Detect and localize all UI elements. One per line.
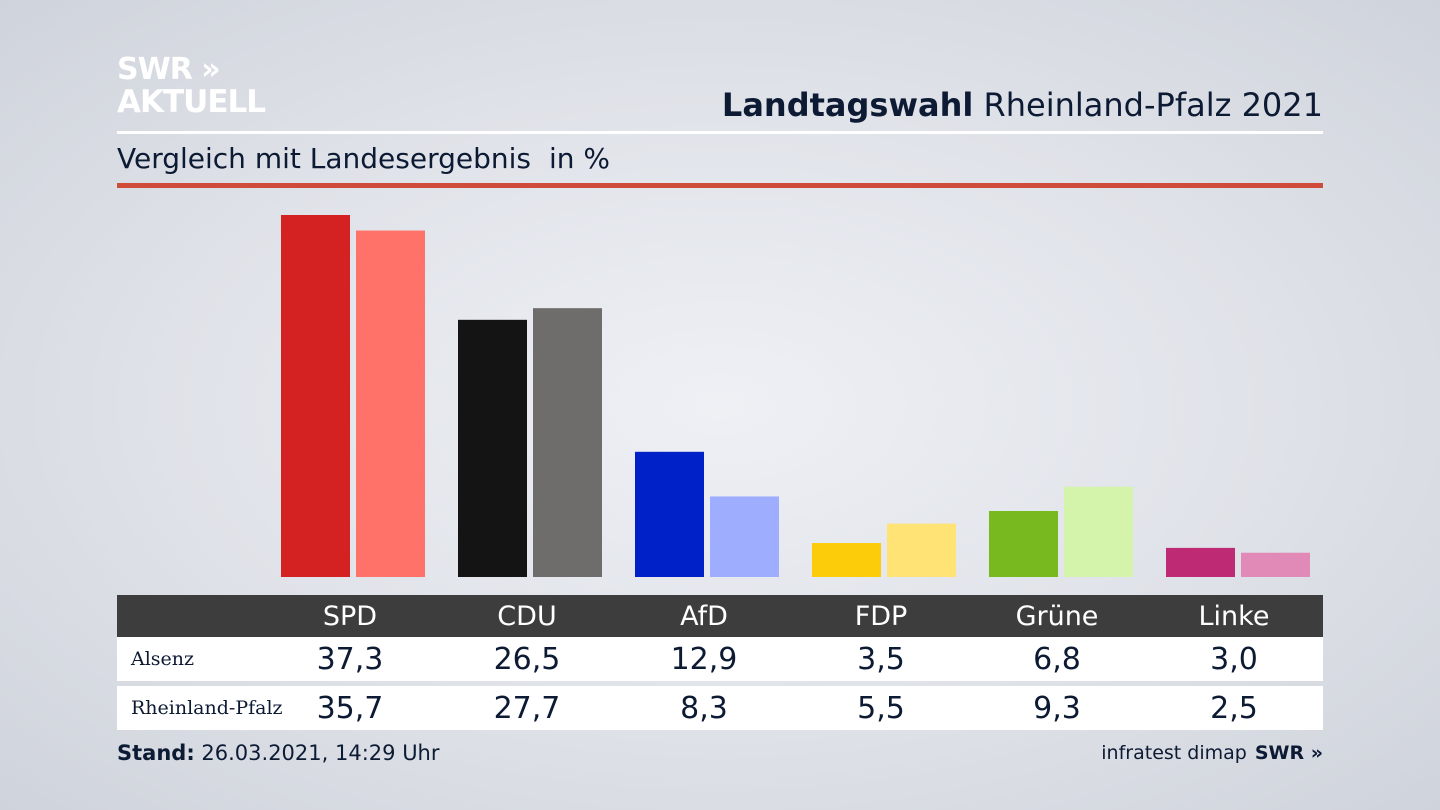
results-table: SPD CDU AfD FDP Grüne Linke Alsenz 37,3 … bbox=[117, 595, 1323, 730]
subtitle-divider bbox=[117, 183, 1323, 188]
logo-line-1: SWR » bbox=[117, 52, 221, 87]
table-cell: 12,9 bbox=[670, 641, 738, 677]
chart-title: Landtagswahl Rheinland-Pfalz 2021 bbox=[722, 86, 1323, 124]
title-divider bbox=[117, 131, 1323, 134]
bar-afd-rheinland-pfalz bbox=[710, 496, 779, 577]
header-linke: Linke bbox=[1198, 600, 1270, 632]
header-afd: AfD bbox=[680, 600, 728, 632]
table-cell: 35,7 bbox=[316, 690, 384, 726]
title-bold: Landtagswahl bbox=[721, 86, 974, 124]
row-label: Alsenz bbox=[131, 648, 195, 670]
table-header: SPD CDU AfD FDP Grüne Linke bbox=[117, 595, 1323, 637]
bar-spd-alsenz bbox=[281, 215, 350, 577]
logo-line-2: AKTUELL bbox=[117, 84, 266, 120]
header-fdp: FDP bbox=[854, 600, 908, 632]
source-text: infratest dimap bbox=[1101, 742, 1247, 764]
bar-cdu-rheinland-pfalz bbox=[533, 308, 602, 577]
table-cell: 3,0 bbox=[1210, 641, 1258, 677]
table-cell: 2,5 bbox=[1210, 690, 1258, 726]
table-cell: 26,5 bbox=[493, 641, 561, 677]
bar-cdu-alsenz bbox=[458, 319, 527, 577]
table-row-rheinland-pfalz: Rheinland-Pfalz 35,7 27,7 8,3 5,5 9,3 2,… bbox=[117, 686, 1323, 730]
source-credit: infratest dimap SWR » bbox=[1101, 742, 1323, 764]
table-cell: 8,3 bbox=[680, 690, 728, 726]
bar-fdp-rheinland-pfalz bbox=[887, 523, 956, 577]
table-cell: 3,5 bbox=[857, 641, 905, 677]
timestamp: Stand: 26.03.2021, 14:29 Uhr bbox=[117, 741, 440, 765]
header-gruene: Grüne bbox=[1015, 600, 1099, 632]
bar-fdp-alsenz bbox=[812, 543, 881, 577]
bar-spd-rheinland-pfalz bbox=[356, 230, 425, 578]
bar-gruene-alsenz bbox=[989, 511, 1058, 577]
header-spd: SPD bbox=[322, 600, 378, 632]
bar-gruene-rheinland-pfalz bbox=[1064, 486, 1133, 577]
table-cell: 5,5 bbox=[857, 690, 905, 726]
bar-linke-alsenz bbox=[1166, 547, 1235, 577]
table-cell: 6,8 bbox=[1033, 641, 1081, 677]
subtitle-text: Vergleich mit Landesergebnis bbox=[117, 142, 531, 175]
table-cell: 37,3 bbox=[316, 641, 384, 677]
unit-label: in % bbox=[548, 142, 611, 175]
stand-value: 26.03.2021, 14:29 Uhr bbox=[201, 741, 440, 765]
table-row-alsenz: Alsenz 37,3 26,5 12,9 3,5 6,8 3,0 bbox=[117, 637, 1323, 681]
table-cell: 9,3 bbox=[1033, 690, 1081, 726]
header-cdu: CDU bbox=[497, 600, 557, 632]
table-cell: 27,7 bbox=[493, 690, 561, 726]
swr-brand-logo: SWR » bbox=[1254, 742, 1323, 764]
title-rest: Rheinland-Pfalz 2021 bbox=[983, 86, 1323, 124]
bar-afd-alsenz bbox=[635, 451, 704, 577]
bar-linke-rheinland-pfalz bbox=[1241, 552, 1310, 577]
chart-subtitle: Vergleich mit Landesergebnis in % bbox=[117, 142, 610, 175]
swr-aktuell-logo: SWR » AKTUELL bbox=[117, 52, 266, 120]
row-label: Rheinland-Pfalz bbox=[131, 697, 283, 719]
stand-label: Stand: bbox=[117, 741, 195, 765]
